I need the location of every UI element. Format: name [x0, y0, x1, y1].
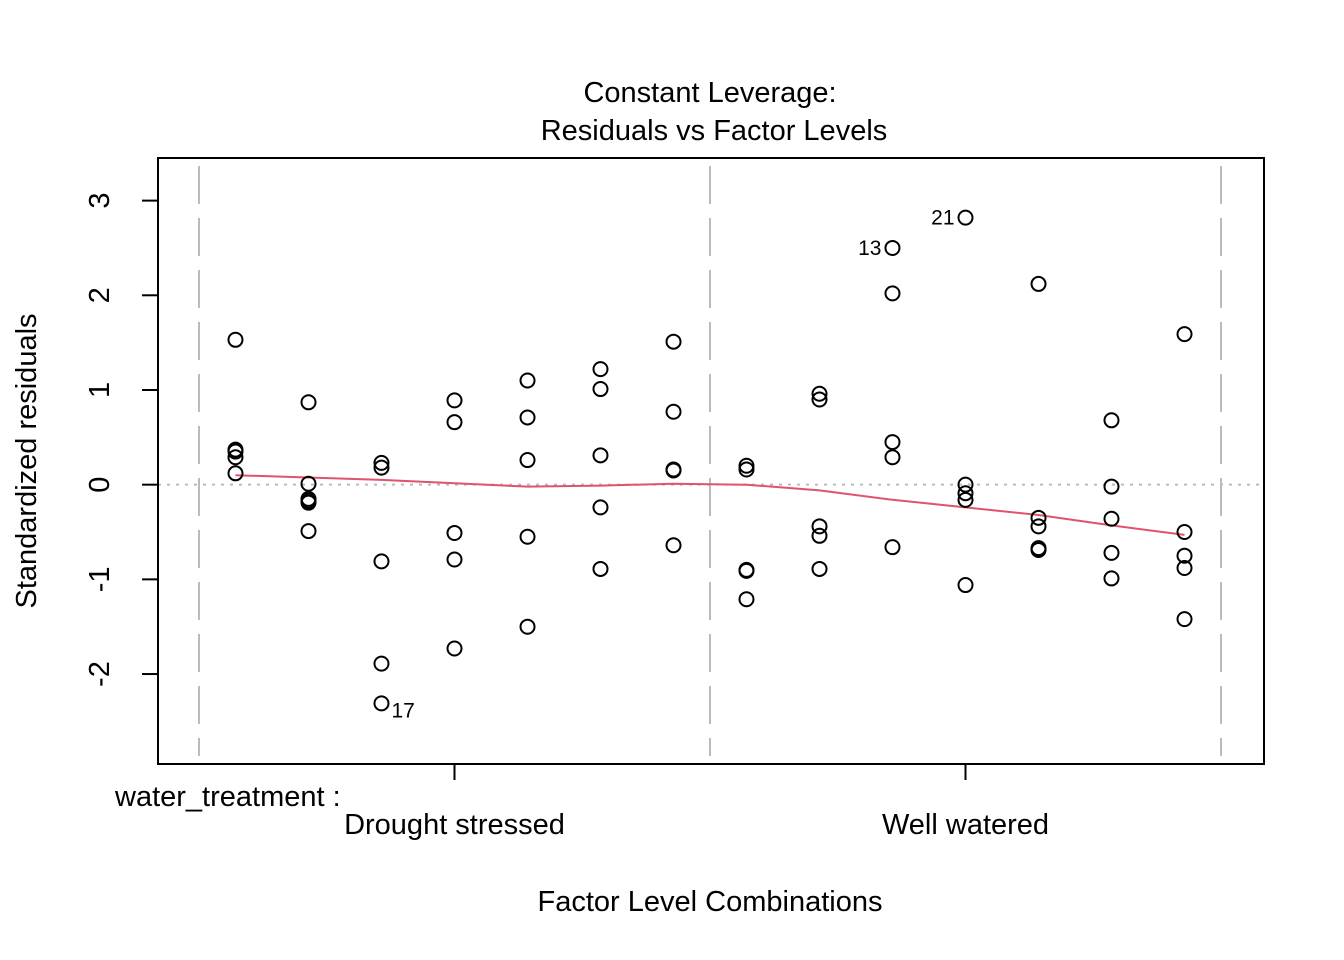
- smooth-line: [235, 474, 1185, 536]
- data-point: [738, 562, 755, 579]
- x-tick-label: Well watered: [882, 809, 1049, 841]
- data-point: [738, 461, 755, 478]
- data-point: [592, 447, 609, 464]
- data-point: [1030, 275, 1047, 292]
- data-point: [519, 452, 536, 469]
- data-point: [446, 392, 463, 409]
- data-point: [519, 372, 536, 389]
- data-point: [446, 551, 463, 568]
- data-point: [592, 560, 609, 577]
- point-label: 21: [931, 207, 954, 230]
- data-point: [665, 537, 682, 554]
- y-tick-label: 1: [84, 382, 116, 398]
- data-point: [1176, 547, 1193, 564]
- data-point: [592, 381, 609, 398]
- data-point: [811, 527, 828, 544]
- data-point: [1176, 559, 1193, 576]
- data-point: [957, 476, 974, 493]
- chart-title-line-2: Residuals vs Factor Levels: [541, 115, 888, 147]
- data-point: [884, 539, 901, 556]
- data-point: [1030, 509, 1047, 526]
- data-point: [592, 499, 609, 516]
- data-point: [665, 333, 682, 350]
- data-point: [811, 518, 828, 535]
- data-point: [373, 655, 390, 672]
- y-tick-label: 3: [84, 193, 116, 209]
- y-tick-label: -2: [84, 661, 116, 687]
- y-tick-label: 0: [84, 477, 116, 493]
- data-point: [957, 491, 974, 508]
- data-point: [1030, 542, 1047, 559]
- data-point: [738, 591, 755, 608]
- data-point: [373, 454, 390, 471]
- y-tick-label: 2: [84, 287, 116, 303]
- plot-frame: [157, 157, 1265, 765]
- data-point: [300, 475, 317, 492]
- data-point: [300, 494, 317, 511]
- data-point: [227, 465, 244, 482]
- data-point: [1103, 570, 1120, 587]
- data-point: [665, 462, 682, 479]
- data-point: [227, 331, 244, 348]
- y-axis-label: Standardized residuals: [11, 313, 43, 608]
- data-point: [227, 443, 244, 460]
- data-point: [884, 434, 901, 451]
- data-point: [884, 239, 901, 256]
- data-point: [519, 409, 536, 426]
- data-point: [446, 414, 463, 431]
- data-point: [1103, 478, 1120, 495]
- chart-title-line-1: Constant Leverage:: [583, 77, 836, 109]
- data-point: [300, 523, 317, 540]
- data-point: [446, 524, 463, 541]
- data-point: [373, 459, 390, 476]
- data-point: [1030, 518, 1047, 535]
- data-point: [811, 560, 828, 577]
- data-point: [884, 449, 901, 466]
- data-point: [1176, 326, 1193, 343]
- data-point: [1176, 611, 1193, 628]
- data-point: [300, 394, 317, 411]
- data-point: [665, 403, 682, 420]
- data-point: [957, 209, 974, 226]
- data-point: [811, 385, 828, 402]
- data-point: [519, 528, 536, 545]
- data-point: [446, 640, 463, 657]
- x-axis-label: Factor Level Combinations: [538, 886, 883, 918]
- data-point: [1103, 412, 1120, 429]
- data-point: [227, 449, 244, 466]
- data-point: [1103, 510, 1120, 527]
- plot-area: -2 -1 0 1 2 3 Drought stressed Well watered 21 13…: [84, 157, 1265, 841]
- data-point: [373, 553, 390, 570]
- data-point: [1103, 544, 1120, 561]
- data-point: [884, 285, 901, 302]
- x-tick-label: Drought stressed: [344, 809, 565, 841]
- data-point: [1176, 524, 1193, 541]
- factor-name-label: water_treatment :: [114, 781, 341, 813]
- data-point: [957, 485, 974, 502]
- data-point: [957, 577, 974, 594]
- point-label: 17: [391, 699, 414, 722]
- data-point: [811, 391, 828, 408]
- data-point: [373, 695, 390, 712]
- y-tick-label: -1: [84, 566, 116, 592]
- data-point: [592, 361, 609, 378]
- data-point: [519, 618, 536, 635]
- point-label: 13: [858, 237, 881, 260]
